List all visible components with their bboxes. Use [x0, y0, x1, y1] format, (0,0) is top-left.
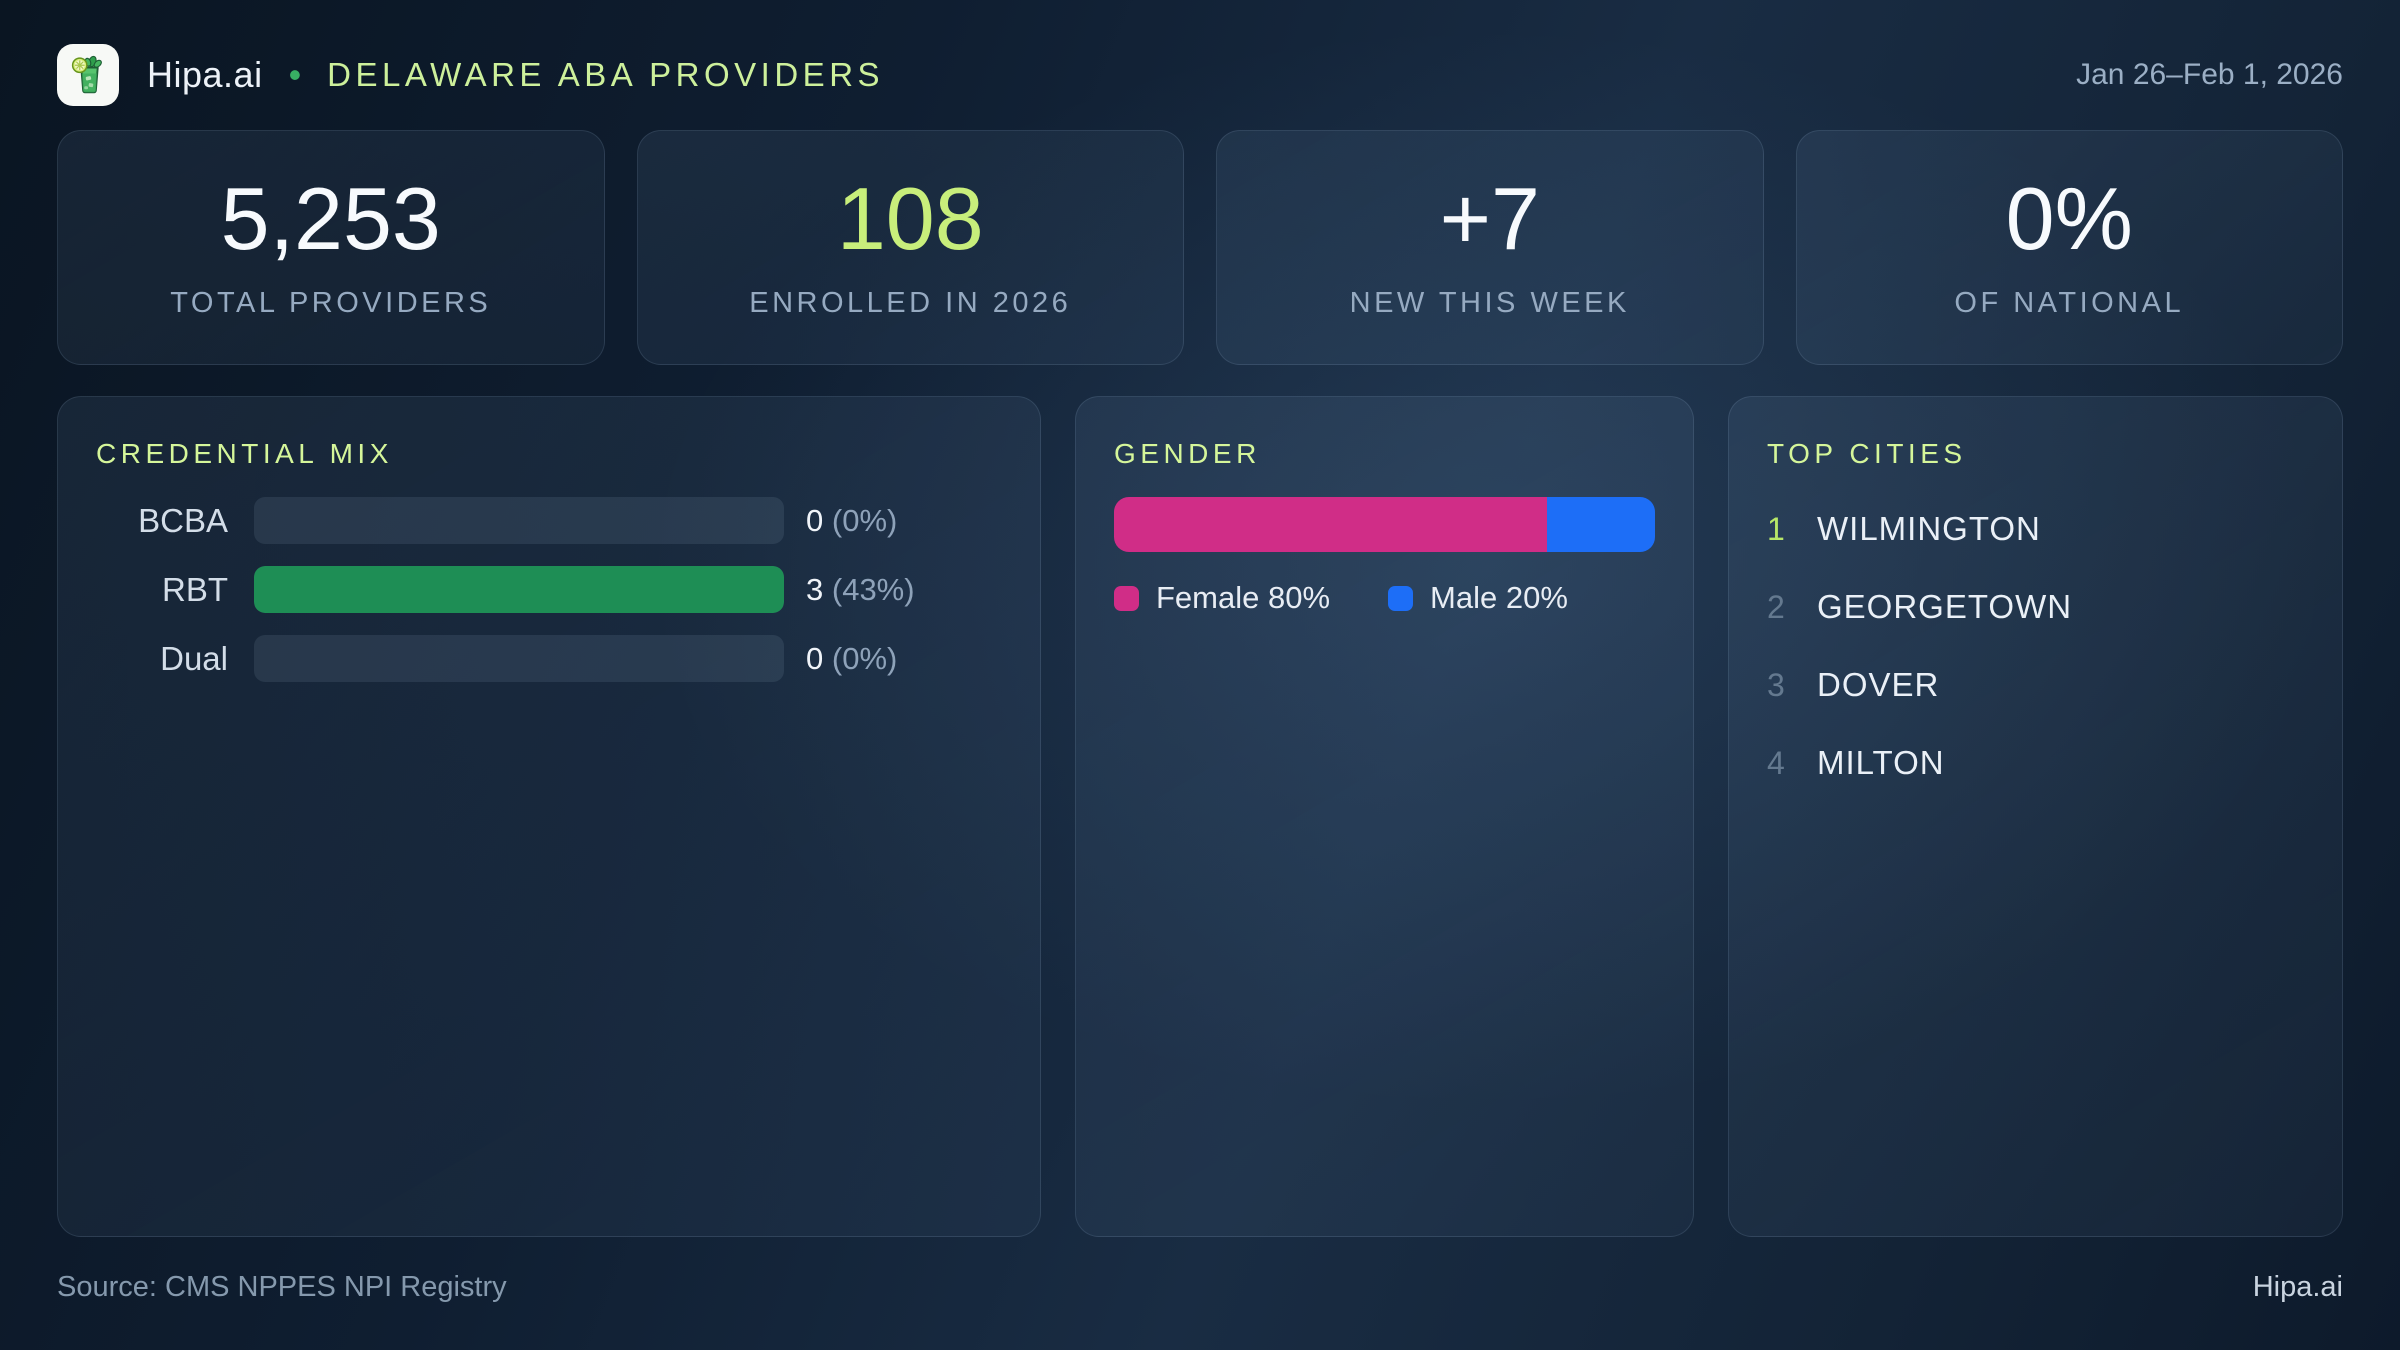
- city-rank: 3: [1767, 666, 1785, 703]
- credential-label: RBT: [162, 570, 228, 608]
- credential-value: 0 (0%): [806, 502, 898, 538]
- app-logo: [57, 44, 119, 106]
- panel-title: CREDENTIAL MIX: [96, 438, 393, 469]
- city-name: DOVER: [1817, 666, 1940, 703]
- gender-split-bar: [1114, 497, 1655, 552]
- stat-label: NEW THIS WEEK: [1349, 287, 1630, 319]
- credential-value: 0 (0%): [806, 640, 898, 676]
- credential-bar-track: [254, 497, 784, 544]
- credential-row-dual: Dual 0 (0%): [96, 635, 1002, 682]
- legend-item-male: Male 20%: [1388, 580, 1568, 616]
- stat-value: 5,253: [220, 169, 441, 268]
- city-row: 3 DOVER: [1767, 663, 2304, 707]
- footer: Source: CMS NPPES NPI Registry Hipa.ai: [57, 1271, 2343, 1304]
- credential-mix-panel: CREDENTIAL MIX BCBA 0 (0%) RBT 3 (43%) D…: [57, 396, 1041, 1237]
- city-rank: 2: [1767, 588, 1785, 625]
- city-name: WILMINGTON: [1817, 510, 2041, 547]
- top-cities-panel: TOP CITIES 1 WILMINGTON 2 GEORGETOWN 3 D…: [1728, 396, 2343, 1237]
- stat-label: OF NATIONAL: [1954, 287, 2185, 319]
- stat-value: 0%: [2005, 169, 2133, 268]
- stat-card-new-this-week: +7 NEW THIS WEEK: [1216, 130, 1764, 365]
- credential-label: Dual: [160, 639, 228, 677]
- legend-label: Female 80%: [1156, 580, 1331, 615]
- legend-label: Male 20%: [1430, 580, 1568, 615]
- stat-card-enrolled: 108 ENROLLED IN 2026: [636, 130, 1184, 365]
- city-row: 4 MILTON: [1767, 741, 2304, 785]
- brand-name: Hipa.ai: [147, 54, 263, 95]
- gender-female-segment: [1114, 497, 1547, 552]
- credential-value: 3 (43%): [806, 571, 915, 607]
- mojito-glass-icon: [71, 55, 102, 94]
- gender-male-segment: [1546, 497, 1655, 552]
- panel-title: TOP CITIES: [1767, 438, 1967, 469]
- gender-legend: Female 80% Male 20%: [1114, 580, 1655, 616]
- credential-bar-track: [254, 635, 784, 682]
- credential-row-bcba: BCBA 0 (0%): [96, 497, 1002, 544]
- stat-label: TOTAL PROVIDERS: [170, 287, 492, 319]
- male-swatch-icon: [1388, 585, 1414, 611]
- stat-label: ENROLLED IN 2026: [749, 287, 1072, 319]
- top-cities-list: 1 WILMINGTON 2 GEORGETOWN 3 DOVER 4 MILT…: [1767, 507, 2304, 785]
- legend-item-female: Female 80%: [1114, 580, 1330, 616]
- city-name: MILTON: [1817, 744, 1945, 781]
- stat-value: +7: [1439, 169, 1540, 268]
- city-row: 1 WILMINGTON: [1767, 507, 2304, 551]
- city-rank: 1: [1767, 510, 1785, 547]
- credential-row-rbt: RBT 3 (43%): [96, 566, 1002, 613]
- credential-bar-fill: [254, 566, 784, 613]
- header: Hipa.ai • DELAWARE ABA PROVIDERS Jan 26–…: [57, 40, 2343, 110]
- panels-row: CREDENTIAL MIX BCBA 0 (0%) RBT 3 (43%) D…: [57, 396, 2343, 1237]
- stat-card-of-national: 0% OF NATIONAL: [1795, 130, 2343, 365]
- city-name: GEORGETOWN: [1817, 588, 2073, 625]
- bullet-separator: •: [288, 54, 302, 95]
- date-range: Jan 26–Feb 1, 2026: [2076, 58, 2343, 91]
- female-swatch-icon: [1114, 585, 1139, 611]
- credential-label: BCBA: [138, 501, 228, 539]
- city-rank: 4: [1767, 744, 1785, 781]
- page-title: DELAWARE ABA PROVIDERS: [327, 56, 885, 93]
- credential-bar-track: [254, 566, 784, 613]
- panel-title: GENDER: [1114, 438, 1261, 469]
- source-attribution: Source: CMS NPPES NPI Registry: [57, 1271, 507, 1303]
- stat-card-total-providers: 5,253 TOTAL PROVIDERS: [57, 130, 605, 365]
- gender-panel: GENDER Female 80% Male 20%: [1075, 396, 1694, 1237]
- city-row: 2 GEORGETOWN: [1767, 585, 2304, 629]
- footer-brand: Hipa.ai: [2252, 1271, 2343, 1303]
- stats-row: 5,253 TOTAL PROVIDERS 108 ENROLLED IN 20…: [57, 130, 2343, 365]
- stat-value: 108: [836, 169, 984, 268]
